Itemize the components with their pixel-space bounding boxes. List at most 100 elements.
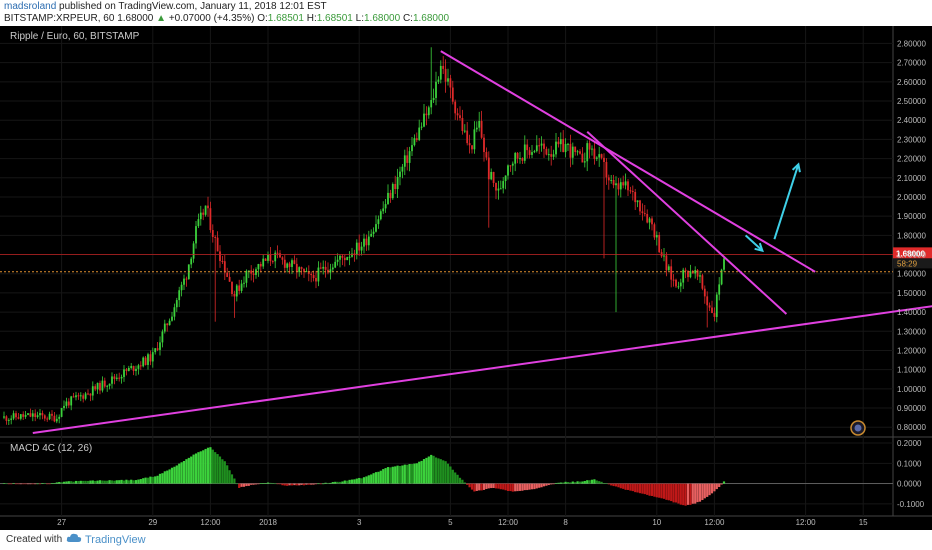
candle-body: [250, 270, 253, 274]
macd-bar: [175, 465, 178, 484]
ascending-support-trendline: [32, 305, 932, 434]
candle-body: [651, 218, 653, 225]
macd-bar: [444, 461, 447, 484]
candle-body: [151, 352, 154, 362]
macd-bar: [658, 483, 661, 498]
candle-body: [327, 269, 329, 273]
candle-body: [19, 414, 22, 419]
candle-body: [339, 255, 341, 260]
candle-body: [526, 144, 529, 151]
candle-body: [317, 267, 320, 282]
macd-bar: [552, 483, 555, 485]
candle-body: [399, 171, 401, 177]
candle-body: [202, 212, 205, 215]
candle-body: [31, 413, 34, 417]
candle-body: [586, 143, 589, 162]
macd-bar: [350, 479, 354, 484]
candle-body: [180, 284, 183, 291]
candle-body: [358, 242, 361, 251]
macd-bar: [5, 483, 8, 485]
price-tick-label: 2.50000: [897, 97, 926, 106]
macd-bar: [571, 481, 574, 484]
macd-bar: [600, 481, 603, 484]
macd-bar: [442, 460, 445, 484]
macd-bar: [463, 482, 466, 484]
macd-bar: [523, 483, 526, 491]
candle-body: [687, 270, 689, 278]
candle-body: [334, 261, 337, 268]
macd-bar: [43, 483, 46, 484]
macd-bar: [317, 483, 320, 485]
close-label: C:: [402, 13, 413, 24]
tradingview-logo[interactable]: TradingView: [66, 533, 146, 546]
macd-bar: [722, 481, 726, 484]
macd-bar: [204, 448, 207, 484]
candle-body: [514, 152, 517, 164]
macd-bar: [187, 457, 190, 484]
macd-bar: [566, 482, 570, 484]
published-text: published on TradingView.com, January 11…: [59, 1, 327, 12]
macd-bar: [281, 483, 284, 486]
macd-bar: [7, 483, 10, 485]
macd-bar: [655, 483, 658, 498]
macd-legend: MACD 4C (12, 26): [10, 443, 92, 454]
candle-body: [346, 257, 349, 261]
macd-bar: [41, 483, 44, 484]
macd-bar: [634, 483, 637, 493]
candle-body: [600, 154, 603, 158]
macd-bar: [646, 483, 649, 495]
macd-bar: [163, 471, 166, 484]
macd-bar: [120, 479, 123, 484]
macd-bar: [190, 456, 193, 484]
macd-bar: [511, 483, 514, 492]
candle-body: [199, 212, 202, 220]
candle-body: [63, 405, 65, 409]
candle-body: [39, 413, 41, 416]
macd-bar: [247, 483, 250, 486]
candle-body: [276, 252, 279, 254]
candle-body: [288, 263, 291, 267]
candle-body: [663, 255, 665, 257]
macd-bar: [631, 483, 634, 492]
macd-bar: [98, 480, 102, 484]
candle-body: [226, 272, 229, 277]
author-link[interactable]: madsroland: [4, 1, 57, 12]
macd-bar: [329, 482, 332, 484]
macd-bar: [55, 482, 58, 484]
candle-body: [389, 192, 392, 199]
macd-bar: [250, 483, 253, 485]
candle-body: [377, 219, 380, 225]
macd-bar: [574, 482, 577, 484]
candle-body: [111, 376, 113, 384]
candle-body: [65, 401, 68, 406]
candle-body: [639, 200, 641, 212]
macd-bar: [386, 467, 390, 484]
candle-body: [564, 143, 567, 153]
candle-body: [646, 214, 649, 223]
macd-bar: [372, 473, 375, 484]
candle-body: [449, 78, 452, 88]
candle-body: [427, 107, 430, 116]
macd-bar: [146, 477, 150, 484]
macd-bar: [494, 483, 498, 489]
macd-bar: [408, 464, 411, 484]
candle-body: [298, 267, 301, 273]
macd-bar: [418, 461, 421, 484]
settings-badge-icon[interactable]: [850, 420, 866, 436]
macd-bar: [470, 483, 474, 490]
macd-bar: [96, 480, 99, 484]
macd-bar: [115, 480, 118, 484]
candle-body: [322, 266, 325, 269]
candle-body: [171, 316, 173, 321]
macd-bar: [542, 483, 546, 487]
candle-body: [24, 414, 27, 417]
candle-body: [624, 181, 627, 186]
candle-body: [543, 143, 545, 149]
candle-body: [612, 179, 615, 186]
symbol-label: BITSTAMP:XRPEUR, 60: [4, 13, 115, 24]
macd-bar: [660, 483, 663, 499]
macd-bar: [269, 482, 272, 484]
macd-bar: [77, 480, 80, 484]
macd-bar: [221, 459, 224, 484]
